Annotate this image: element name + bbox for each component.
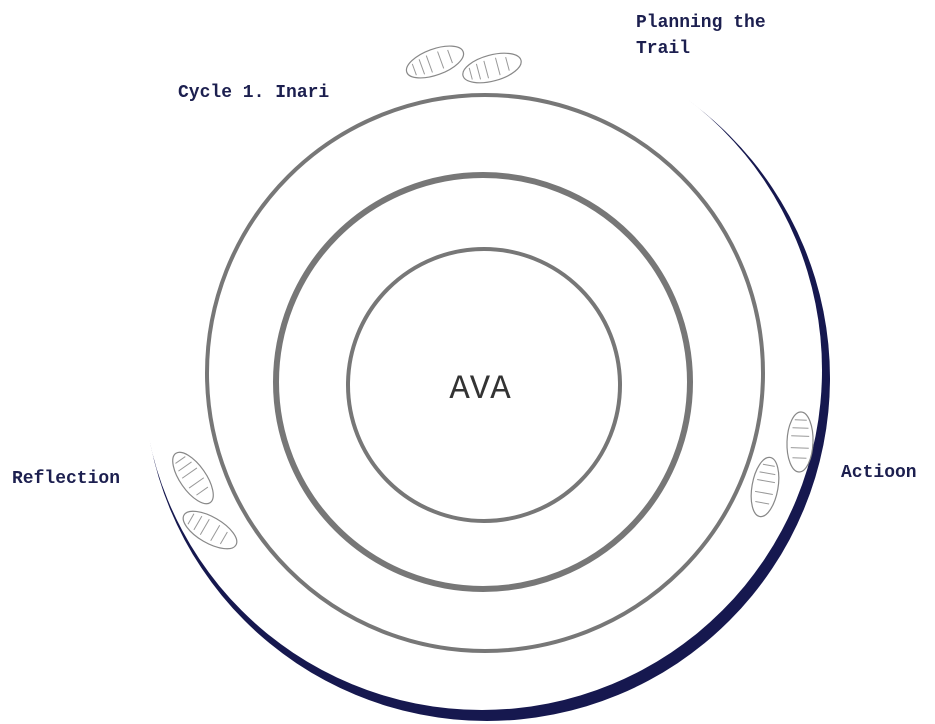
reflection-label: Reflection bbox=[12, 469, 120, 489]
outer-circle bbox=[142, 30, 822, 710]
cycle-label: Cycle 1. Inari bbox=[178, 83, 329, 103]
planning-label: Trail bbox=[636, 39, 690, 59]
planning-label: Planning the bbox=[636, 13, 766, 33]
center-label: AVA bbox=[449, 371, 511, 409]
action-label: Actioon bbox=[841, 463, 917, 483]
cycle-diagram: AVA Cycle 1. Inari Planning the Trail Re… bbox=[0, 0, 935, 724]
